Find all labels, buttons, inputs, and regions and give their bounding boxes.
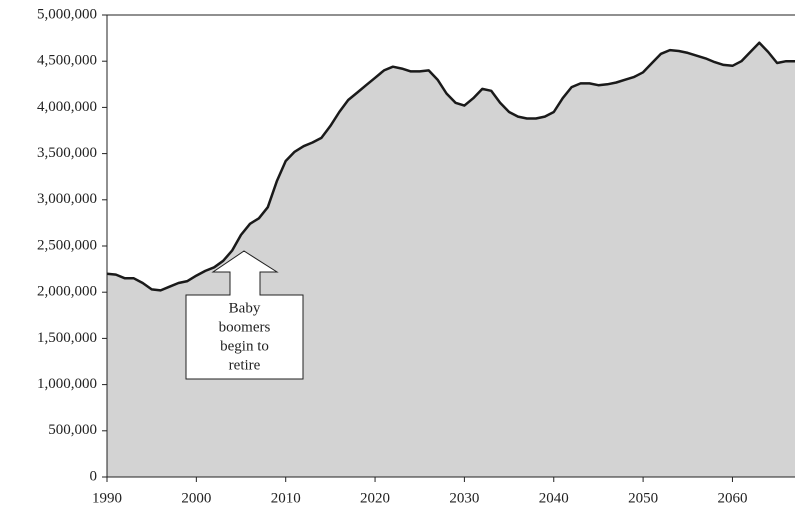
y-tick-label: 0 — [90, 468, 98, 484]
x-tick-label: 2020 — [360, 490, 390, 506]
y-tick-label: 4,500,000 — [37, 53, 97, 69]
y-tick-label: 500,000 — [48, 422, 97, 438]
x-tick-label: 2040 — [539, 490, 569, 506]
y-tick-label: 1,000,000 — [37, 376, 97, 392]
annotation-text: Baby — [229, 300, 261, 316]
annotation-callout — [185, 250, 304, 380]
area-line — [106, 41, 795, 292]
y-tick-label: 1,500,000 — [37, 330, 97, 346]
x-tick-label: 2060 — [717, 490, 747, 506]
y-tick-label: 2,000,000 — [37, 284, 97, 300]
x-tick-label: 2010 — [271, 490, 301, 506]
y-tick-label: 4,000,000 — [37, 99, 97, 115]
area — [107, 42, 795, 477]
x-tick-label: 2000 — [181, 490, 211, 506]
y-tick-label: 3,000,000 — [37, 191, 97, 207]
y-tick-label: 5,000,000 — [37, 6, 97, 22]
annotation-text: begin to — [220, 338, 269, 354]
annotation-text: retire — [229, 357, 261, 373]
x-tick-label: 2030 — [449, 490, 479, 506]
x-tick-label: 1990 — [92, 490, 122, 506]
x-tick-label: 2050 — [628, 490, 658, 506]
y-tick-label: 3,500,000 — [37, 145, 97, 161]
annotation-text: boomers — [219, 319, 271, 335]
y-tick-label: 2,500,000 — [37, 237, 97, 253]
